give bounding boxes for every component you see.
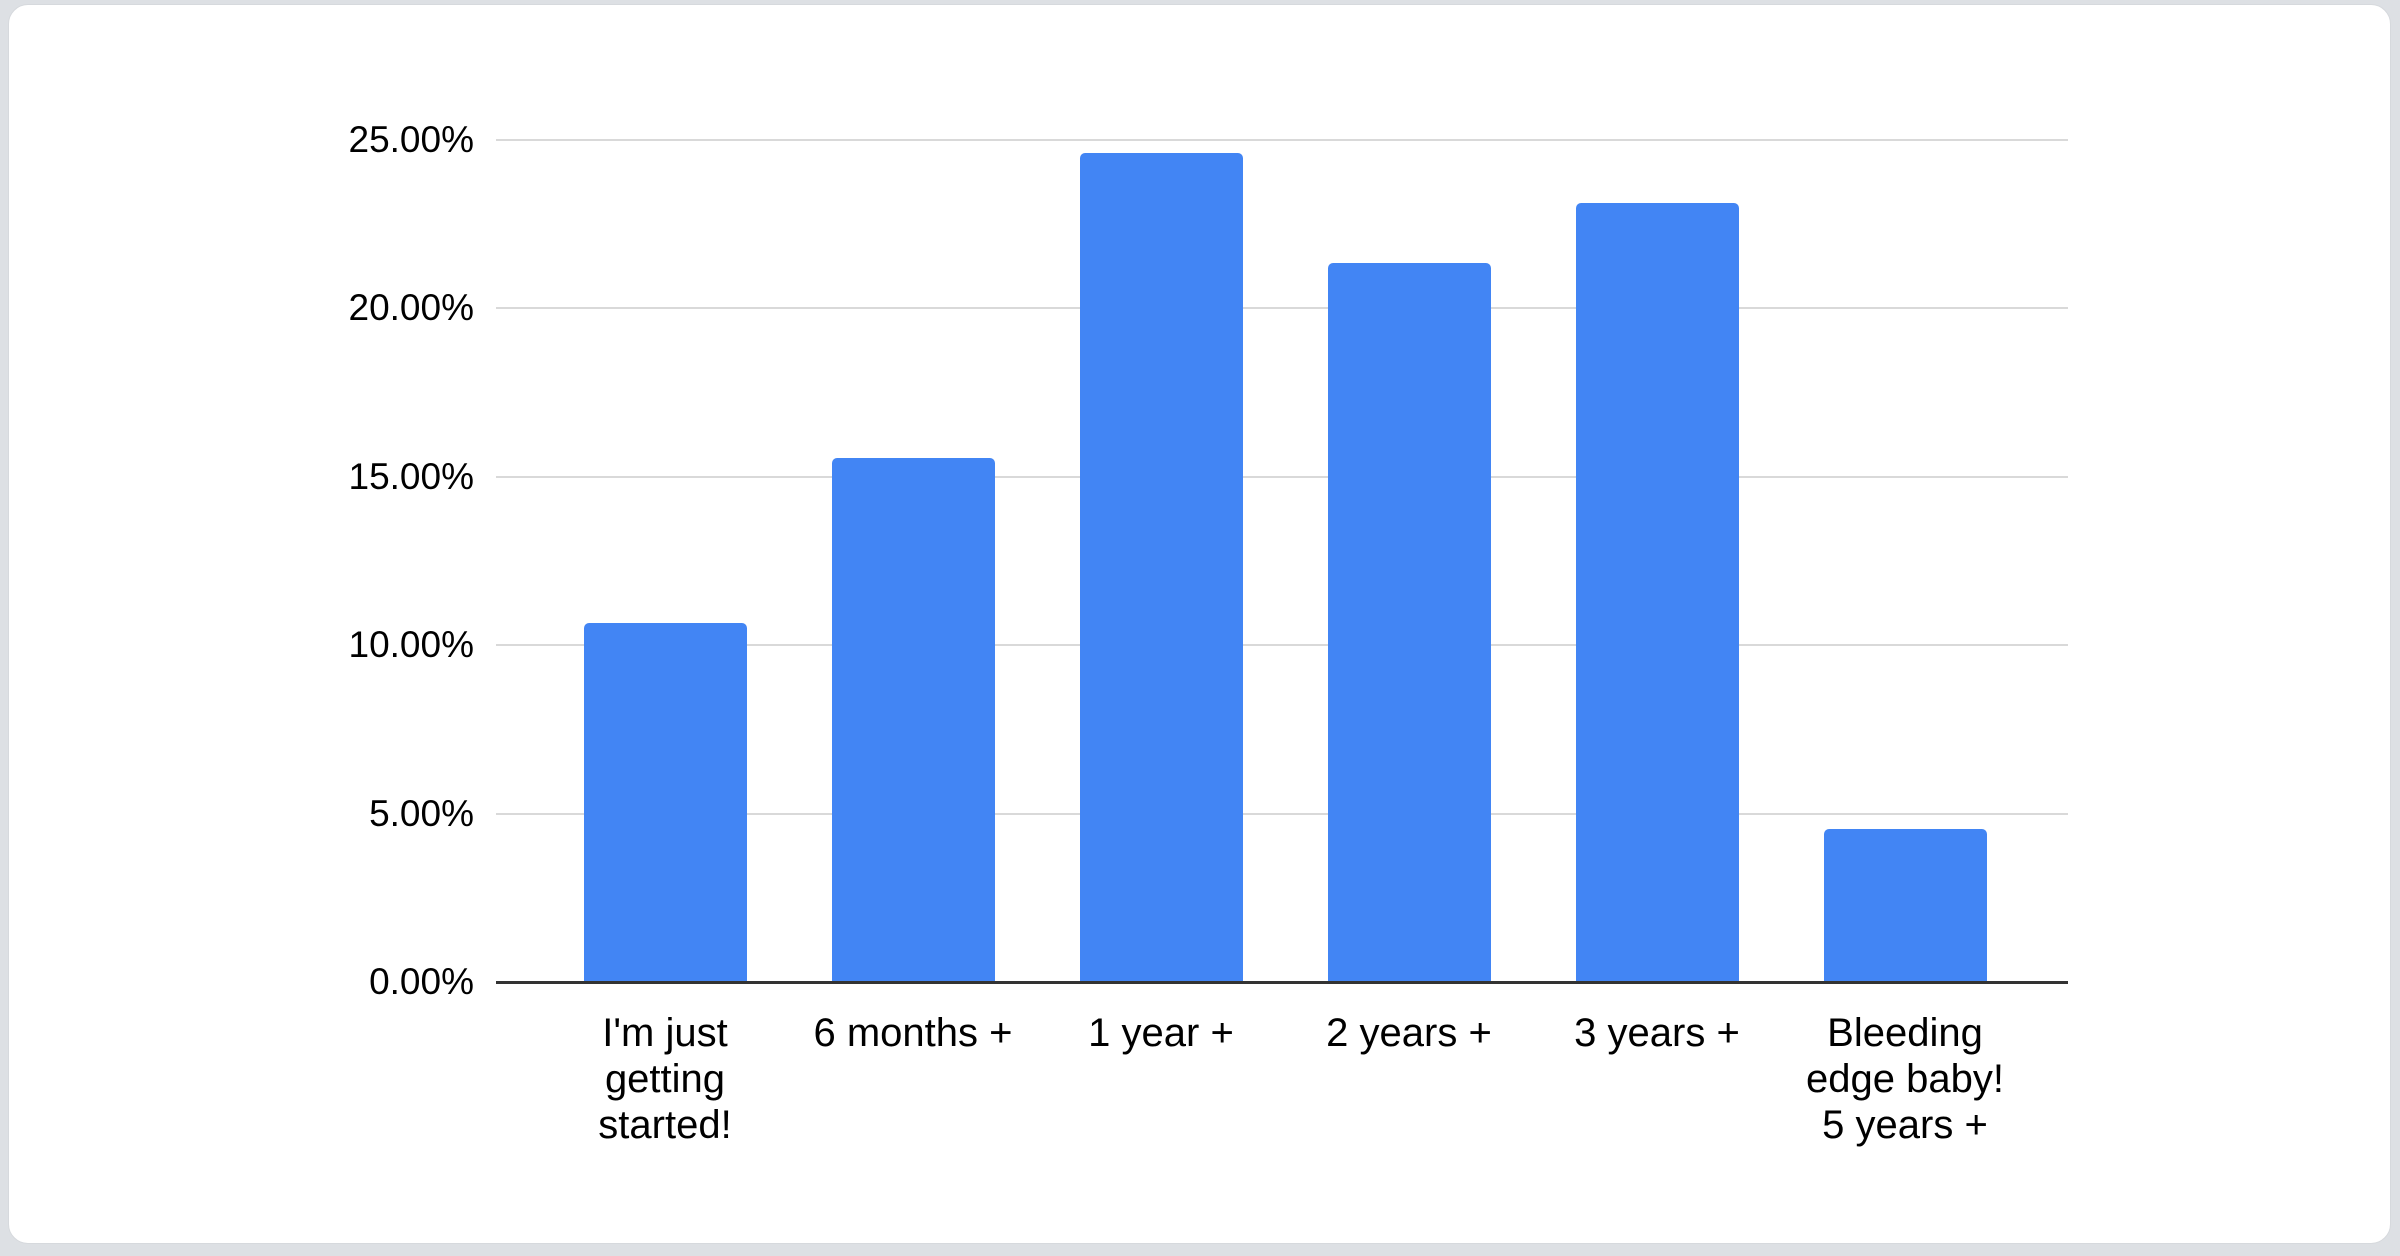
gridline (496, 139, 2068, 141)
x-category-label: 3 years + (1574, 1010, 1740, 1056)
y-tick-label: 0.00% (369, 961, 474, 1002)
y-tick-label: 20.00% (348, 287, 475, 329)
x-category-label-line: Bleeding (1827, 1011, 1983, 1055)
gridline (496, 812, 2068, 815)
y-tick-label: 25.00% (348, 119, 475, 160)
bar[interactable] (831, 458, 995, 982)
gridline (496, 475, 2068, 478)
bar-chart: 0.00% 5.00% 10.00% 15.00% 20.00% 25.00% I'm j… (9, 5, 2390, 1243)
bar[interactable] (1575, 203, 1739, 982)
x-category-label-line: I'm just (602, 1011, 728, 1055)
x-category-label: 2 years + (1326, 1010, 1492, 1056)
gridline (496, 307, 2068, 310)
x-category-label-line: started! (598, 1103, 732, 1147)
bar[interactable] (1823, 829, 1987, 982)
x-category-label-line: 6 months + (813, 1011, 1013, 1055)
x-category-label-line: getting (604, 1057, 726, 1101)
x-category-label-line: 1 year + (1088, 1011, 1234, 1055)
x-category-label-line: 3 years + (1574, 1011, 1740, 1055)
x-category-label-line: edge baby! (1806, 1057, 2004, 1101)
gridline (496, 644, 2068, 647)
bar[interactable] (1327, 263, 1491, 982)
x-category-label: 1 year + (1088, 1010, 1234, 1056)
y-tick-label: 10.00% (348, 624, 475, 666)
y-tick-label: 5.00% (369, 792, 474, 834)
chart-card: 0.00% 5.00% 10.00% 15.00% 20.00% 25.00% I'm j… (8, 4, 2391, 1244)
x-category-label: 6 months + (813, 1010, 1012, 1056)
y-tick-label: 15.00% (348, 455, 475, 497)
bar[interactable] (583, 622, 747, 982)
x-category-label-line: 2 years + (1326, 1011, 1492, 1055)
x-category-label: Bleeding edge baby! 5 years + (1806, 1010, 2004, 1148)
axis-baseline (496, 981, 2068, 984)
bar[interactable] (1079, 153, 1243, 982)
x-category-label-line: 5 years + (1822, 1103, 1988, 1147)
x-category-label: I'm just getting started! (598, 1010, 731, 1148)
